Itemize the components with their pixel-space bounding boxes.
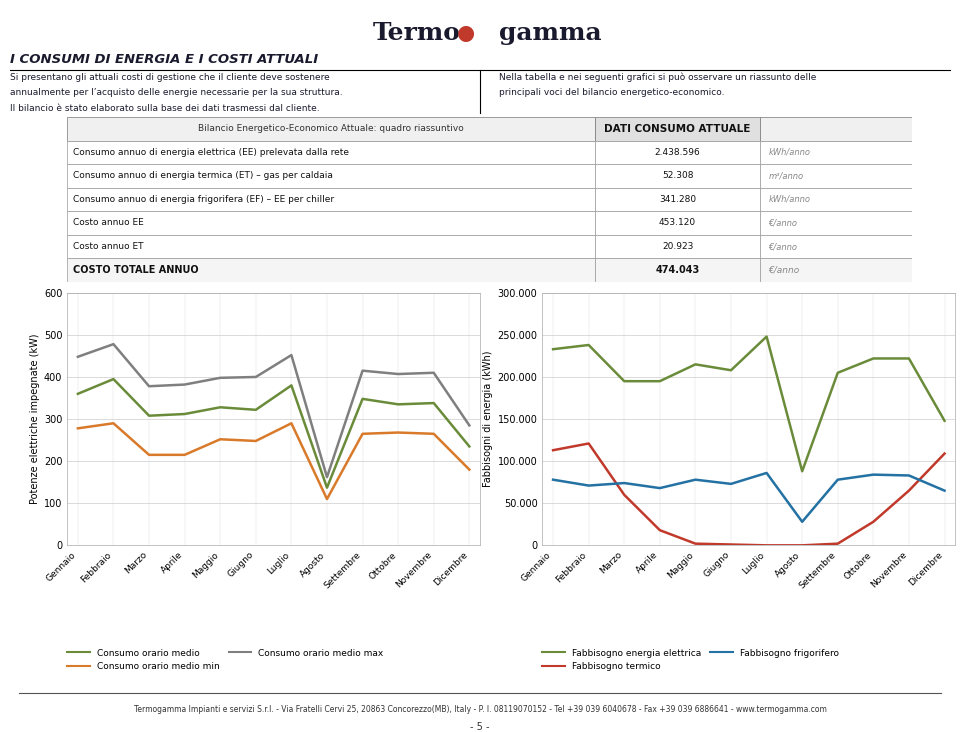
Text: 453.120: 453.120 [659, 218, 696, 228]
Text: - 5 -: - 5 - [470, 722, 490, 732]
Text: m³/anno: m³/anno [768, 171, 804, 181]
Text: €/anno: €/anno [768, 266, 800, 274]
Text: 20.923: 20.923 [661, 242, 693, 251]
Text: kWh/anno: kWh/anno [768, 148, 810, 157]
Bar [760, 235, 912, 258]
Text: Termo: Termo [372, 20, 461, 45]
Bar [595, 258, 760, 282]
Text: Si presentano gli attuali costi di gestione che il cliente deve sostenere: Si presentano gli attuali costi di gesti… [10, 72, 329, 82]
Text: €/anno: €/anno [768, 242, 798, 251]
Text: Consumo annuo di energia termica (ET) – gas per caldaia: Consumo annuo di energia termica (ET) – … [73, 171, 333, 181]
Legend: Consumo orario medio, Consumo orario medio min, Consumo orario medio max: Consumo orario medio, Consumo orario med… [63, 645, 387, 675]
Text: €/anno: €/anno [768, 218, 798, 228]
Text: Costo annuo EE: Costo annuo EE [73, 218, 144, 228]
Bar [595, 235, 760, 258]
Bar [67, 141, 595, 164]
Text: Nella tabella e nei seguenti grafici si può osservare un riassunto delle: Nella tabella e nei seguenti grafici si … [499, 72, 816, 82]
Bar [67, 258, 595, 282]
Text: COSTO TOTALE ANNUO: COSTO TOTALE ANNUO [73, 265, 199, 275]
Bar [67, 164, 595, 187]
Bar [67, 212, 595, 235]
Bar [760, 164, 912, 187]
Bar [67, 187, 595, 212]
Text: 2.438.596: 2.438.596 [655, 148, 701, 157]
Bar [760, 141, 912, 164]
Text: kWh/anno: kWh/anno [768, 195, 810, 204]
Text: 474.043: 474.043 [656, 265, 700, 275]
Bar [760, 187, 912, 212]
Bar [595, 141, 760, 164]
Text: I CONSUMI DI ENERGIA E I COSTI ATTUALI: I CONSUMI DI ENERGIA E I COSTI ATTUALI [10, 53, 318, 67]
Bar [67, 235, 595, 258]
Text: 341.280: 341.280 [659, 195, 696, 204]
Bar [760, 212, 912, 235]
Text: Termogamma Impianti e servizi S.r.l. - Via Fratelli Cervi 25, 20863 Concorezzo(M: Termogamma Impianti e servizi S.r.l. - V… [133, 705, 827, 714]
Text: ●: ● [456, 23, 475, 42]
Bar [595, 164, 760, 187]
Text: principali voci del bilancio energetico-economico.: principali voci del bilancio energetico-… [499, 89, 724, 97]
Bar [595, 187, 760, 212]
Bar [595, 117, 760, 141]
Bar [760, 117, 912, 141]
Bar [67, 117, 595, 141]
Text: Bilancio Energetico-Economico Attuale: quadro riassuntivo: Bilancio Energetico-Economico Attuale: q… [199, 124, 464, 133]
Y-axis label: Fabbisogni di energia (kWh): Fabbisogni di energia (kWh) [484, 351, 493, 488]
Text: annualmente per l’acquisto delle energie necessarie per la sua struttura.: annualmente per l’acquisto delle energie… [10, 89, 342, 97]
Y-axis label: Potenze elettriche impegnate (kW): Potenze elettriche impegnate (kW) [30, 334, 39, 504]
Text: 52.308: 52.308 [661, 171, 693, 181]
Bar [595, 212, 760, 235]
Text: gamma: gamma [499, 20, 602, 45]
Text: Consumo annuo di energia elettrica (EE) prelevata dalla rete: Consumo annuo di energia elettrica (EE) … [73, 148, 349, 157]
Text: DATI CONSUMO ATTUALE: DATI CONSUMO ATTUALE [605, 124, 751, 134]
Text: Costo annuo ET: Costo annuo ET [73, 242, 144, 251]
Text: Consumo annuo di energia frigorifera (EF) – EE per chiller: Consumo annuo di energia frigorifera (EF… [73, 195, 334, 204]
Text: Il bilancio è stato elaborato sulla base dei dati trasmessi dal cliente.: Il bilancio è stato elaborato sulla base… [10, 104, 320, 113]
Bar [760, 258, 912, 282]
Legend: Fabbisogno energia elettrica, Fabbisogno termico, Fabbisogno frigorifero: Fabbisogno energia elettrica, Fabbisogno… [539, 645, 843, 675]
